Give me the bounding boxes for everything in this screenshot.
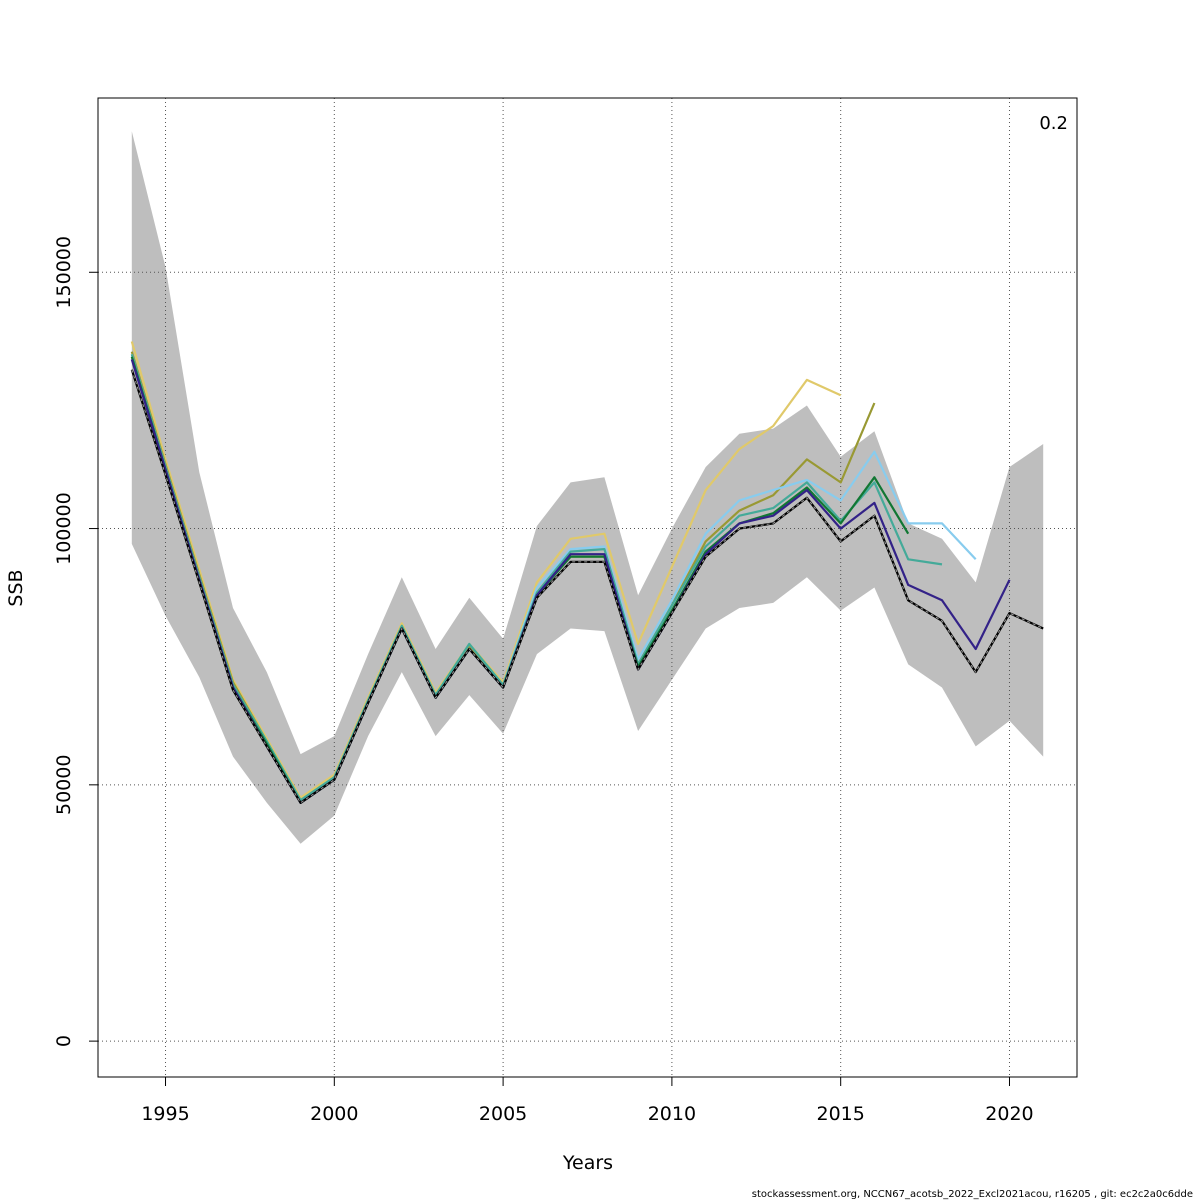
confidence-band — [131, 131, 1044, 844]
x-axis: 1995 2000 2005 2010 2015 2020 — [141, 1077, 1034, 1125]
series-line-4 — [130, 353, 943, 802]
series-lines — [130, 341, 1044, 804]
y-tick-label: 100000 — [53, 492, 75, 565]
x-tick-label: 2015 — [817, 1103, 865, 1125]
series-line-final-dash — [131, 369, 1044, 804]
y-tick-label: 50000 — [53, 755, 75, 815]
x-tick-label: 2020 — [985, 1103, 1033, 1125]
x-axis-label: Years — [562, 1152, 613, 1174]
footer-note: stockassessment.org, NCCN67_acotsb_2022_… — [752, 1189, 1193, 1200]
y-tick-label: 0 — [53, 1035, 75, 1047]
y-axis-label: SSB — [5, 569, 27, 606]
y-tick-label: 150000 — [53, 236, 75, 309]
plot-frame — [97, 97, 1078, 1078]
x-tick-label: 1995 — [141, 1103, 189, 1125]
y-axis: 0 50000 100000 150000 — [53, 236, 98, 1047]
confidence-band-area — [131, 131, 1044, 844]
x-tick-label: 2005 — [479, 1103, 527, 1125]
x-tick-label: 2000 — [310, 1103, 358, 1125]
x-tick-label: 2010 — [648, 1103, 696, 1125]
corner-label: 0.2 — [1039, 113, 1068, 134]
